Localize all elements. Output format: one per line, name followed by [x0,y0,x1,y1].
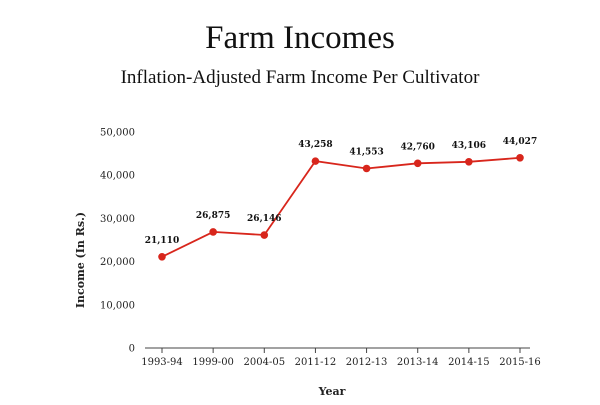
data-label: 43,258 [298,140,332,150]
y-tick-label: 30,000 [100,214,135,225]
chart-title: Farm Incomes [205,20,395,56]
chart-subtitle: Inflation-Adjusted Farm Income Per Culti… [121,67,480,88]
x-tick-label: 2015-16 [499,357,541,368]
data-point [311,157,320,165]
y-tick-label: 40,000 [100,171,135,182]
x-tick-label: 2013-14 [397,357,439,368]
y-tick-label: 10,000 [100,300,135,311]
data-label: 41,553 [349,147,383,157]
data-label: 42,760 [400,142,434,152]
data-point [362,164,371,173]
y-axis-ticks: 0 10,000 20,000 30,000 40,000 50,000 [100,128,135,355]
data-point [158,253,166,261]
x-tick-label: 1993-94 [141,357,183,368]
data-label: 44,027 [503,137,537,147]
data-labels: 21,110 26,875 26,146 43,258 41,553 42,760 43,1… [145,137,537,246]
x-tick-label: 2004-05 [244,357,286,368]
data-point [516,154,524,162]
y-tick-label: 0 [129,344,135,355]
x-axis-ticks: 1993-94 1999-00 2004-05 2011-12 2012-13 2013-… [141,348,541,368]
x-tick-label: 2011-12 [295,357,337,368]
data-label: 26,875 [196,211,230,221]
x-axis-label: Year [318,385,346,398]
data-points [158,154,524,261]
data-point [209,228,217,236]
x-tick-label: 2014-15 [448,357,490,368]
x-tick-label: 1999-00 [192,357,234,368]
series-line [161,156,521,258]
y-tick-label: 50,000 [100,128,135,139]
y-tick-label: 20,000 [100,257,135,268]
data-point [413,159,422,168]
data-label: 21,110 [145,236,179,246]
data-label: 43,106 [452,141,486,151]
data-point [465,157,473,166]
x-tick-label: 2012-13 [346,357,388,368]
y-axis-label: Income (In Rs.) [74,212,87,308]
data-point [260,231,269,239]
data-label: 26,146 [247,214,281,224]
